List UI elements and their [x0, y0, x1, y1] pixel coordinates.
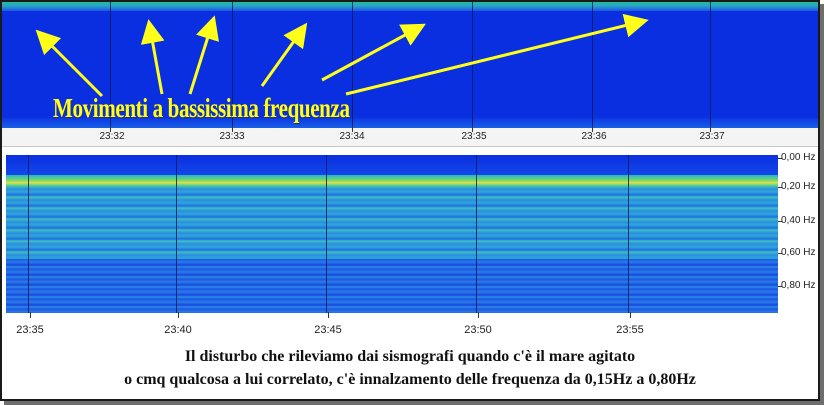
bottom-time-label: 23:40: [164, 324, 192, 336]
top-time-label: 23:37: [699, 131, 725, 142]
spectrogram-layer: [6, 155, 778, 175]
axis-tick: [778, 158, 782, 159]
arrow-6: [345, 13, 649, 96]
arrow-4: [260, 22, 308, 87]
caption-line-1: Il disturbo che rileviamo dai sismografi…: [184, 348, 636, 365]
axis-tick: [778, 187, 782, 188]
bottom-spectrogram-panel: 0,00 Hz 0,20 Hz 0,40 Hz 0,60 Hz 0,80 Hz: [2, 148, 818, 320]
axis-tick: [778, 286, 782, 287]
top-time-axis: 23:32 23:33 23:34 23:35 23:36 23:37: [2, 126, 818, 147]
axis-tick: [778, 253, 782, 254]
top-gridline: [110, 2, 111, 128]
top-time-label: 23:35: [461, 131, 487, 142]
top-time-label: 23:33: [219, 131, 245, 142]
frequency-label: 0,40 Hz: [781, 215, 816, 226]
arrow-1: [35, 29, 104, 98]
top-gridline: [710, 2, 711, 128]
top-time-label: 23:32: [99, 131, 125, 142]
arrow-2: [140, 19, 165, 95]
bottom-time-label: 23:35: [16, 324, 44, 336]
spectrogram-layer: [6, 259, 778, 313]
bottom-gridline: [476, 155, 477, 313]
axis-tick: [232, 126, 233, 132]
bottom-time-label: 23:45: [314, 324, 342, 336]
top-low-frequency-band: [2, 2, 818, 11]
axis-tick: [472, 126, 473, 132]
frame-shadow-bottom: [4, 401, 824, 405]
axis-tick: [352, 126, 353, 132]
axis-tick: [710, 126, 711, 132]
axis-tick: [30, 312, 31, 318]
axis-tick: [478, 312, 479, 318]
axis-tick: [778, 221, 782, 222]
top-gridline: [232, 2, 233, 128]
caption-line-2: o cmq qualcosa a lui correlato, c'è inna…: [124, 371, 696, 388]
top-time-label: 23:34: [339, 131, 365, 142]
spectrogram-dominant-band: [6, 175, 778, 189]
axis-tick: [110, 126, 111, 132]
bottom-gridline: [176, 155, 177, 313]
top-bottom-band: [2, 118, 818, 128]
bottom-gridline: [628, 155, 629, 313]
axis-tick: [630, 312, 631, 318]
axis-tick: [592, 126, 593, 132]
arrow-5: [321, 23, 426, 82]
frequency-label: 0,80 Hz: [781, 280, 816, 291]
annotation-label: Movimenti a bassissima frequenza: [53, 93, 350, 123]
frame-shadow-right: [820, 4, 824, 405]
axis-tick: [178, 312, 179, 318]
top-time-label: 23:36: [581, 131, 607, 142]
top-spectrogram: [2, 2, 818, 128]
bottom-time-label: 23:50: [464, 324, 492, 336]
axis-tick: [328, 312, 329, 318]
frequency-label: 0,00 Hz: [781, 152, 816, 163]
frequency-label: 0,60 Hz: [781, 247, 816, 258]
bottom-spectrogram: [6, 155, 778, 313]
top-gridline: [472, 2, 473, 128]
bottom-time-label: 23:55: [616, 324, 644, 336]
bottom-gridline: [28, 155, 29, 313]
bottom-time-axis: 23:35 23:40 23:45 23:50 23:55: [2, 312, 818, 344]
frequency-label: 0,20 Hz: [781, 181, 816, 192]
bottom-gridline: [326, 155, 327, 313]
top-gridline: [592, 2, 593, 128]
arrow-3: [188, 15, 219, 95]
spectrogram-layer: [6, 189, 778, 259]
